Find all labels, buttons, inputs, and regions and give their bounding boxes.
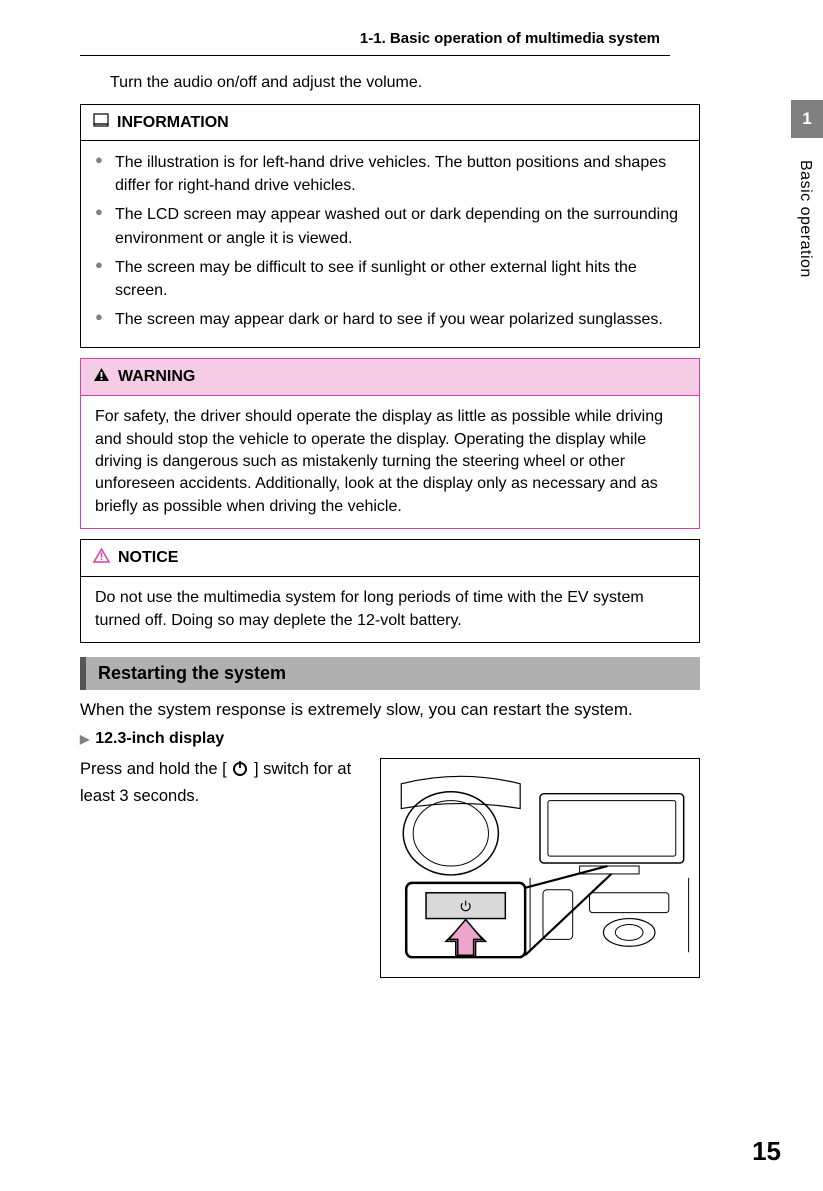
notice-body: Do not use the multimedia system for lon… [81, 577, 699, 642]
notice-box: NOTICE Do not use the multimedia system … [80, 539, 700, 643]
info-item: The illustration is for left-hand drive … [95, 151, 685, 197]
triangle-bullet-icon: ▶ [80, 732, 89, 746]
page-number: 15 [752, 1136, 781, 1167]
power-icon [231, 759, 249, 785]
restart-body: When the system response is extremely sl… [80, 700, 700, 720]
restart-instruction: Press and hold the [ ] switch for at lea… [80, 758, 364, 809]
header-rule [80, 55, 670, 56]
information-box: INFORMATION The illustration is for left… [80, 104, 700, 348]
information-body: The illustration is for left-hand drive … [81, 141, 699, 347]
info-item: The screen may be difficult to see if su… [95, 256, 685, 302]
restart-heading: Restarting the system [80, 657, 700, 690]
information-header: INFORMATION [81, 105, 699, 141]
info-item: The LCD screen may appear washed out or … [95, 203, 685, 249]
notice-title: NOTICE [118, 549, 178, 567]
warning-icon [93, 367, 110, 387]
restart-sub-heading: ▶ 12.3-inch display [80, 730, 700, 748]
information-title: INFORMATION [117, 114, 229, 132]
side-tab-number: 1 [791, 100, 823, 138]
notice-icon [93, 548, 110, 568]
intro-text: Turn the audio on/off and adjust the vol… [110, 74, 700, 92]
instruction-before: Press and hold the [ [80, 760, 227, 778]
warning-title: WARNING [118, 368, 195, 386]
warning-body: For safety, the driver should operate th… [81, 396, 699, 528]
restart-sub-heading-text: 12.3-inch display [95, 730, 224, 748]
warning-box: WARNING For safety, the driver should op… [80, 358, 700, 529]
notice-header: NOTICE [81, 540, 699, 577]
page-header-title: 1-1. Basic operation of multimedia syste… [80, 30, 700, 47]
warning-header: WARNING [81, 359, 699, 396]
information-icon [93, 113, 109, 132]
dashboard-illustration [380, 758, 700, 978]
info-item: The screen may appear dark or hard to se… [95, 308, 685, 331]
side-tab-label: Basic operation [796, 160, 814, 278]
